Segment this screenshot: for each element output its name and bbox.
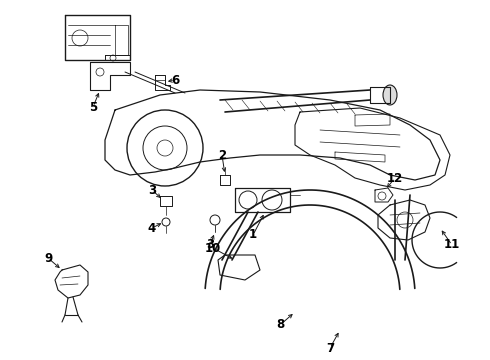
Text: 8: 8 [276, 319, 284, 332]
Text: 4: 4 [148, 221, 156, 234]
Text: 12: 12 [387, 171, 403, 185]
Text: 1: 1 [249, 229, 257, 242]
Text: 6: 6 [171, 73, 179, 86]
Ellipse shape [383, 85, 397, 105]
Text: 2: 2 [218, 149, 226, 162]
Text: 3: 3 [206, 239, 214, 252]
Text: 5: 5 [89, 100, 97, 113]
Text: 7: 7 [326, 342, 334, 355]
Text: 11: 11 [444, 239, 460, 252]
Text: 3: 3 [148, 184, 156, 197]
Text: 10: 10 [205, 242, 221, 255]
Text: 9: 9 [44, 252, 52, 265]
